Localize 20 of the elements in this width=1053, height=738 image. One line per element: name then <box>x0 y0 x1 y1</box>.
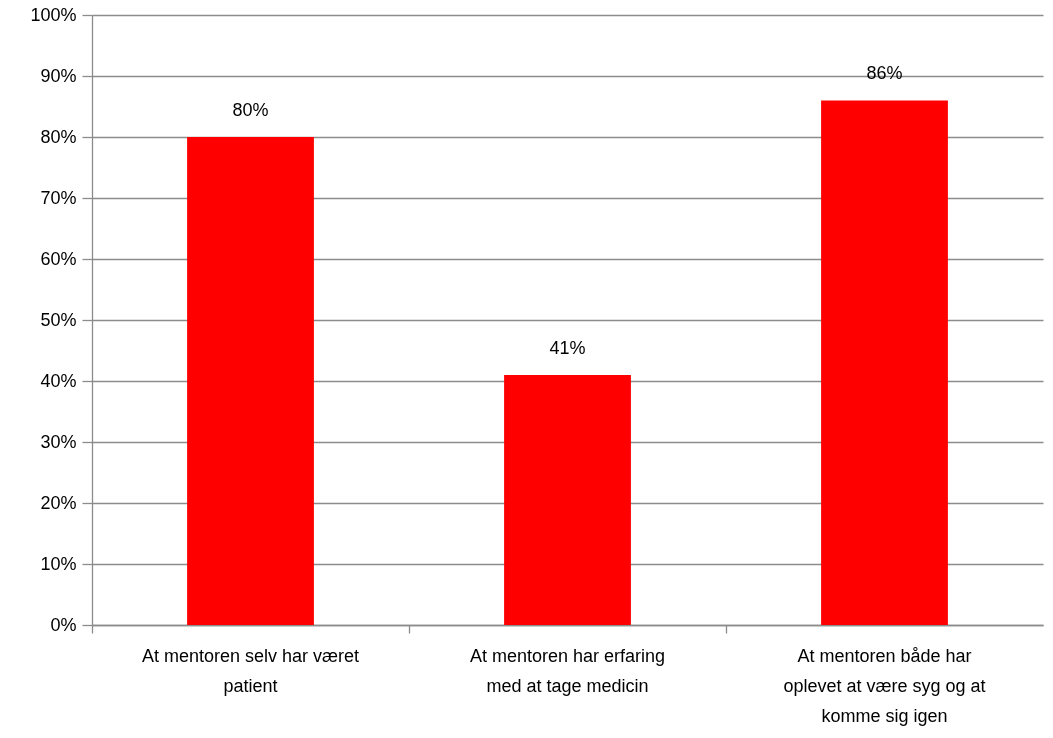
bar <box>821 100 948 625</box>
x-tick-label: At mentoren har erfaring med at tage medicin <box>469 645 666 696</box>
data-label: 41% <box>549 337 586 358</box>
y-tick-label: 60% <box>40 248 77 269</box>
data-label: 80% <box>232 100 269 120</box>
data-label: 86% <box>866 63 903 84</box>
bar <box>187 137 314 625</box>
y-tick-label: 100% <box>30 4 77 25</box>
y-tick-label: 50% <box>40 309 77 330</box>
x-tick-label: At mentoren selv har været patient <box>141 645 360 696</box>
y-tick-label: 30% <box>40 431 77 452</box>
y-tick-label: 70% <box>40 187 77 208</box>
y-tick-label: 40% <box>40 370 77 391</box>
x-tick-label: At mentoren både har oplevet at være syg og at komme sig igen <box>783 645 986 726</box>
y-tick-label: 0% <box>50 614 77 635</box>
y-tick-label: 10% <box>40 553 77 574</box>
bar <box>504 374 631 625</box>
y-tick-label: 80% <box>40 126 77 147</box>
y-tick-label: 90% <box>40 65 77 86</box>
y-tick-label: 20% <box>40 492 77 513</box>
